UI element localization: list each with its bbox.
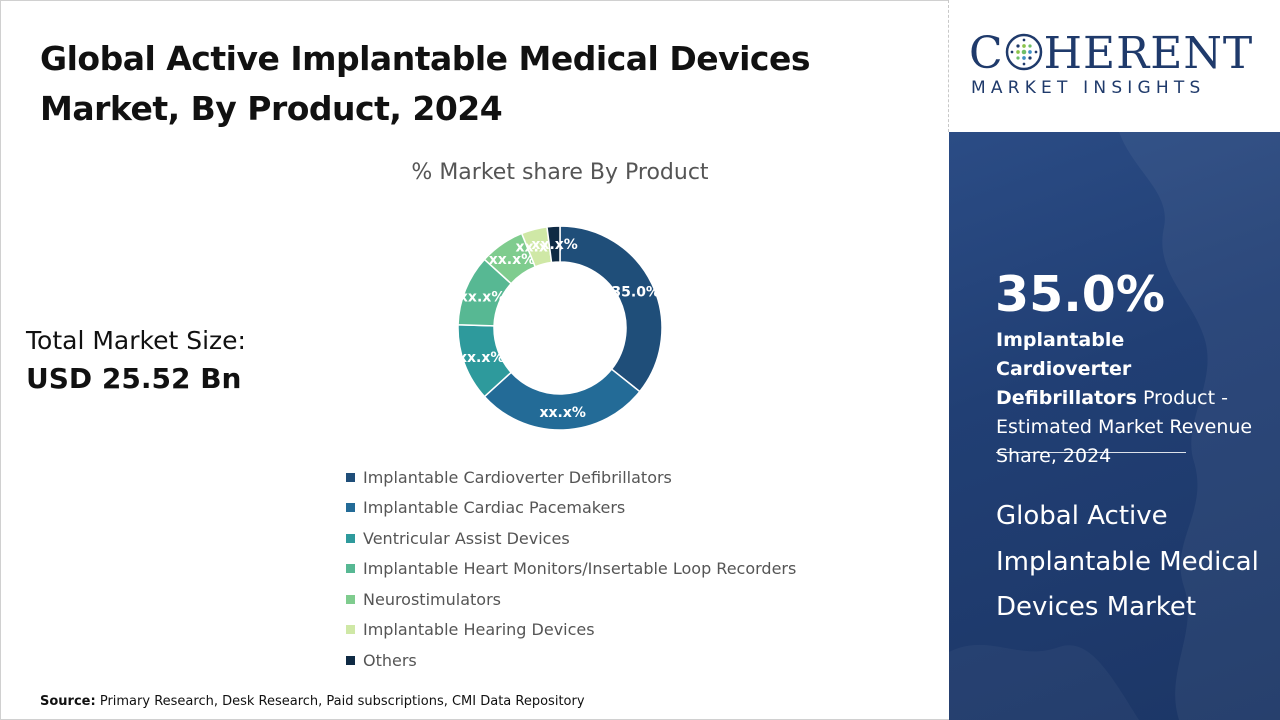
logo-letters-herent: HERENT xyxy=(1043,28,1254,79)
title-line-1: Global Active Implantable Medical Device… xyxy=(40,39,811,78)
highlight-caption: Product - Estimated Market Revenue Share… xyxy=(996,387,1253,467)
title-line-2: Market, By Product, 2024 xyxy=(40,89,503,128)
total-market-value: USD 25.52 Bn xyxy=(26,362,242,395)
slice-data-label: xx.x% xyxy=(489,252,535,268)
chart-legend: Implantable Cardioverter Defibrillators I… xyxy=(346,462,796,676)
legend-swatch xyxy=(346,655,355,665)
header-divider xyxy=(948,0,949,132)
source-text: Primary Research, Desk Research, Paid su… xyxy=(99,694,585,709)
legend-swatch xyxy=(346,472,355,482)
legend-item: Implantable Hearing Devices xyxy=(346,615,796,646)
legend-label: Implantable Cardiac Pacemakers xyxy=(363,498,626,518)
logo-subtitle: MARKET INSIGHTS xyxy=(971,78,1206,98)
legend-item: Ventricular Assist Devices xyxy=(346,523,796,554)
logo: C HERENT MARKET INSIGHTS xyxy=(949,0,1280,132)
logo-letter-c: C xyxy=(969,28,1004,79)
source-note: Source: Primary Research, Desk Research,… xyxy=(40,694,585,709)
donut-slice xyxy=(546,225,561,264)
highlight-value: 35.0% xyxy=(995,266,1165,323)
legend-item: Implantable Cardiac Pacemakers xyxy=(346,493,796,524)
page-title: Global Active Implantable Medical Device… xyxy=(40,34,900,134)
slice-data-label: xx.x% xyxy=(458,350,504,366)
world-map-watermark xyxy=(949,132,1280,720)
legend-item: Others xyxy=(346,645,796,676)
legend-swatch xyxy=(346,503,355,513)
donut-slice xyxy=(559,225,663,393)
panel-divider xyxy=(996,452,1186,453)
slice-data-label: xx.x% xyxy=(539,405,585,421)
legend-item: Neurostimulators xyxy=(346,584,796,615)
legend-swatch xyxy=(346,625,355,635)
slice-data-label: xx.x% xyxy=(531,237,577,253)
legend-item: Implantable Cardioverter Defibrillators xyxy=(346,462,796,493)
legend-swatch xyxy=(346,594,355,604)
highlight-description: Implantable Cardioverter Defibrillators … xyxy=(996,326,1266,471)
legend-item: Implantable Heart Monitors/Insertable Lo… xyxy=(346,554,796,585)
slice-data-label: xx.x% xyxy=(459,289,505,305)
legend-label: Implantable Hearing Devices xyxy=(363,620,595,640)
donut-chart: 35.0%xx.x%xx.x%xx.x%xx.x%xx.x%xx.x% xyxy=(457,225,663,431)
logo-wordmark: C HERENT xyxy=(969,28,1261,79)
legend-label: Implantable Cardioverter Defibrillators xyxy=(363,467,672,487)
legend-label: Others xyxy=(363,650,417,670)
legend-swatch xyxy=(346,533,355,543)
highlight-panel: 35.0% Implantable Cardioverter Defibrill… xyxy=(949,132,1280,720)
legend-label: Implantable Heart Monitors/Insertable Lo… xyxy=(363,559,797,579)
globe-dots-icon xyxy=(1005,33,1042,71)
slice-data-label: 35.0% xyxy=(611,285,660,301)
market-name: Global Active Implantable Medical Device… xyxy=(996,501,1259,622)
highlight-segment: Implantable Cardioverter Defibrillators xyxy=(996,329,1137,409)
total-market-label: Total Market Size: xyxy=(26,326,246,355)
legend-label: Ventricular Assist Devices xyxy=(363,528,570,548)
source-label: Source: xyxy=(40,694,96,709)
legend-label: Neurostimulators xyxy=(363,589,501,609)
chart-subtitle: % Market share By Product xyxy=(411,160,709,185)
legend-swatch xyxy=(346,564,355,574)
